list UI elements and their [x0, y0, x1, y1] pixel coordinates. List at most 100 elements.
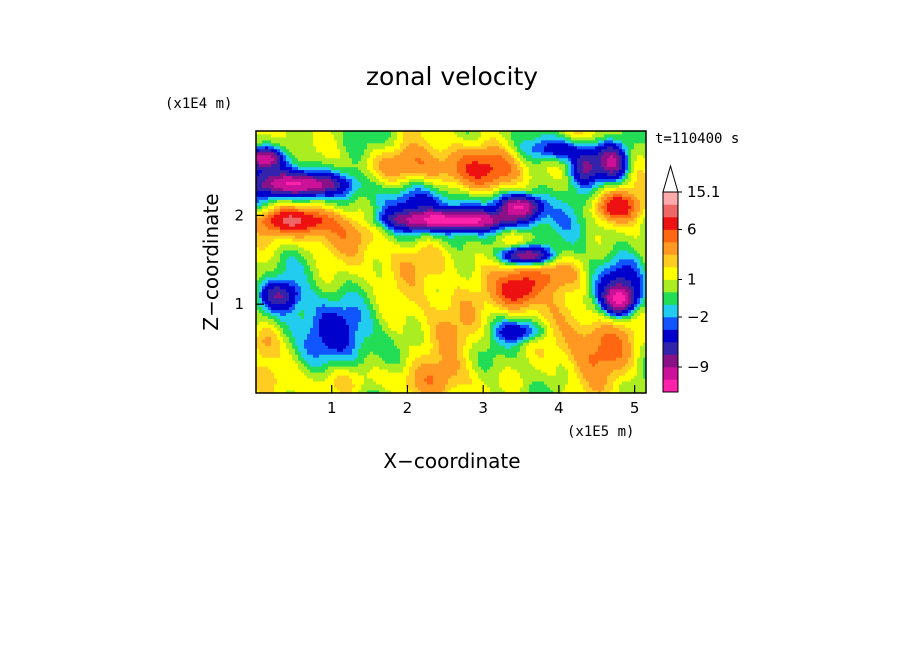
field-cell: [496, 345, 500, 349]
field-cell: [625, 300, 629, 305]
field-cell: [373, 333, 377, 337]
field-cell: [409, 318, 413, 322]
field-cell: [502, 318, 506, 322]
field-cell: [358, 282, 362, 287]
field-cell: [499, 288, 503, 293]
field-cell: [394, 297, 398, 302]
field-cell: [586, 363, 590, 367]
field-cell: [337, 306, 341, 311]
field-cell: [547, 360, 551, 364]
field-cell: [397, 300, 401, 305]
field-cell: [343, 342, 347, 346]
field-cell: [391, 354, 395, 358]
field-cell: [613, 297, 617, 302]
field-cell: [502, 282, 506, 287]
field-cell: [259, 387, 263, 391]
field-cell: [490, 303, 494, 308]
field-cell: [550, 360, 554, 364]
field-cell: [301, 303, 305, 308]
field-cell: [415, 309, 419, 314]
field-cell: [421, 384, 425, 388]
field-cell: [448, 309, 452, 314]
field-cell: [409, 384, 413, 388]
field-cell: [433, 354, 437, 358]
field-cell: [367, 381, 371, 385]
field-cell: [523, 384, 527, 388]
field-cell: [373, 360, 377, 364]
field-cell: [313, 384, 317, 388]
field-cell: [385, 294, 389, 299]
field-cell: [262, 360, 266, 364]
field-cell: [607, 366, 611, 370]
field-cell: [532, 309, 536, 314]
field-cell: [271, 291, 275, 296]
field-cell: [319, 378, 323, 382]
field-cell: [565, 378, 569, 382]
field-cell: [505, 384, 509, 388]
field-cell: [475, 285, 479, 290]
field-cell: [271, 351, 275, 355]
field-cell: [562, 384, 566, 388]
field-cell: [535, 303, 539, 308]
field-cell: [406, 345, 410, 349]
field-cell: [391, 324, 395, 328]
field-cell: [511, 342, 515, 346]
field-cell: [283, 384, 287, 388]
field-cell: [526, 372, 530, 376]
field-cell: [580, 366, 584, 370]
field-cell: [364, 327, 368, 331]
field-cell: [427, 306, 431, 311]
field-cell: [631, 354, 635, 358]
field-cell: [373, 309, 377, 314]
field-cell: [268, 294, 272, 299]
field-cell: [493, 354, 497, 358]
field-cell: [349, 381, 353, 385]
field-cell: [298, 300, 302, 305]
field-cell: [643, 288, 646, 293]
field-cell: [634, 387, 638, 391]
field-cell: [436, 339, 440, 343]
field-cell: [316, 327, 320, 331]
field-cell: [613, 303, 617, 308]
field-cell: [349, 375, 353, 379]
field-cell: [415, 315, 419, 319]
field-cell: [622, 309, 626, 314]
field-cell: [496, 333, 500, 337]
field-cell: [589, 360, 593, 364]
field-cell: [490, 369, 494, 373]
field-cell: [349, 318, 353, 322]
field-cell: [316, 282, 320, 287]
field-cell: [313, 357, 317, 361]
field-cell: [562, 309, 566, 314]
field-cell: [430, 342, 434, 346]
field-cell: [409, 351, 413, 355]
field-cell: [595, 306, 599, 311]
field-cell: [505, 345, 509, 349]
field-cell: [574, 354, 578, 358]
field-cell: [511, 279, 515, 284]
field-cell: [451, 384, 455, 388]
field-cell: [553, 336, 557, 340]
field-cell: [550, 390, 554, 393]
field-cell: [463, 363, 467, 367]
field-cell: [526, 336, 530, 340]
field-cell: [475, 339, 479, 343]
field-cell: [589, 285, 593, 290]
field-cell: [358, 321, 362, 325]
field-cell: [355, 348, 359, 352]
field-cell: [448, 372, 452, 376]
field-cell: [517, 375, 521, 379]
field-cell: [346, 354, 350, 358]
field-cell: [472, 312, 476, 316]
field-cell: [496, 360, 500, 364]
field-cell: [394, 282, 398, 287]
field-cell: [496, 303, 500, 308]
field-cell: [517, 369, 521, 373]
field-cell: [388, 378, 392, 382]
field-cell: [319, 276, 323, 281]
field-cell: [379, 276, 383, 281]
field-cell: [478, 321, 482, 325]
field-cell: [448, 321, 452, 325]
field-cell: [433, 303, 437, 308]
field-cell: [409, 336, 413, 340]
